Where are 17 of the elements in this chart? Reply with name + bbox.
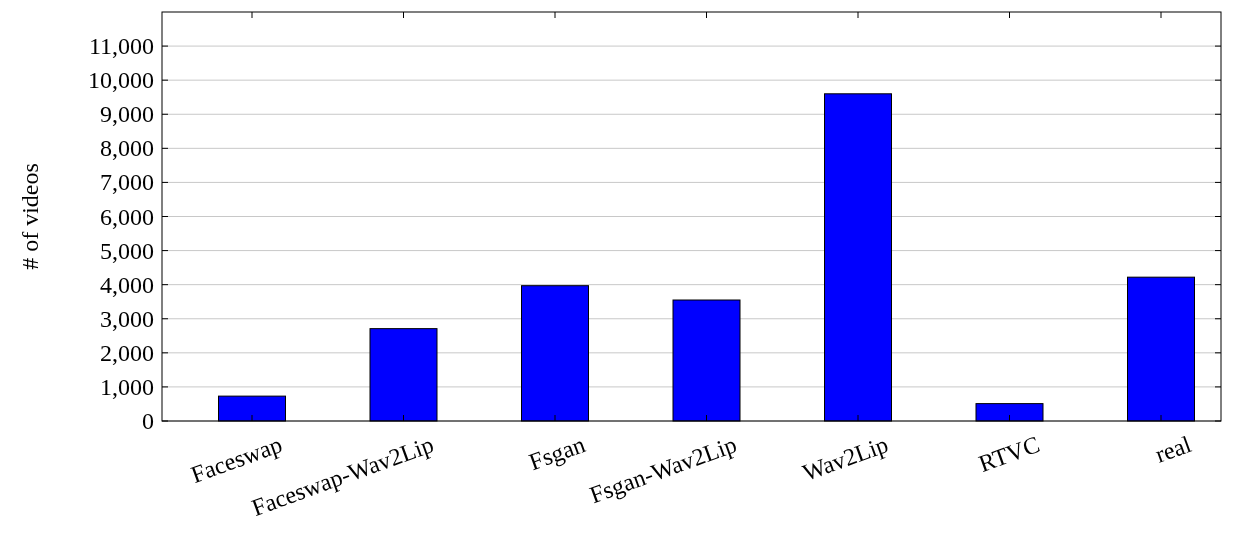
y-axis-title: # of videos — [17, 163, 43, 270]
y-tick-label: 1,000 — [100, 373, 154, 400]
y-tick-label: 0 — [142, 408, 154, 434]
y-tick-label: 3,000 — [100, 305, 154, 332]
y-tick-label: 2,000 — [100, 339, 154, 366]
x-tick-label: Wav2Lip — [799, 431, 892, 486]
y-tick-label: 6,000 — [100, 203, 154, 230]
y-tick-label: 9,000 — [100, 101, 154, 128]
y-tick-label: 10,000 — [88, 67, 154, 94]
y-tick-label: 7,000 — [100, 169, 154, 196]
y-tick-label: 4,000 — [100, 271, 154, 298]
x-tick-label: RTVC — [975, 431, 1043, 477]
y-tick-label: 11,000 — [88, 33, 154, 60]
x-tick-label: Fsgan — [525, 431, 589, 476]
x-tick-label: real — [1151, 430, 1195, 468]
y-tick-label: 5,000 — [100, 237, 154, 264]
y-tick-label: 8,000 — [100, 135, 154, 162]
